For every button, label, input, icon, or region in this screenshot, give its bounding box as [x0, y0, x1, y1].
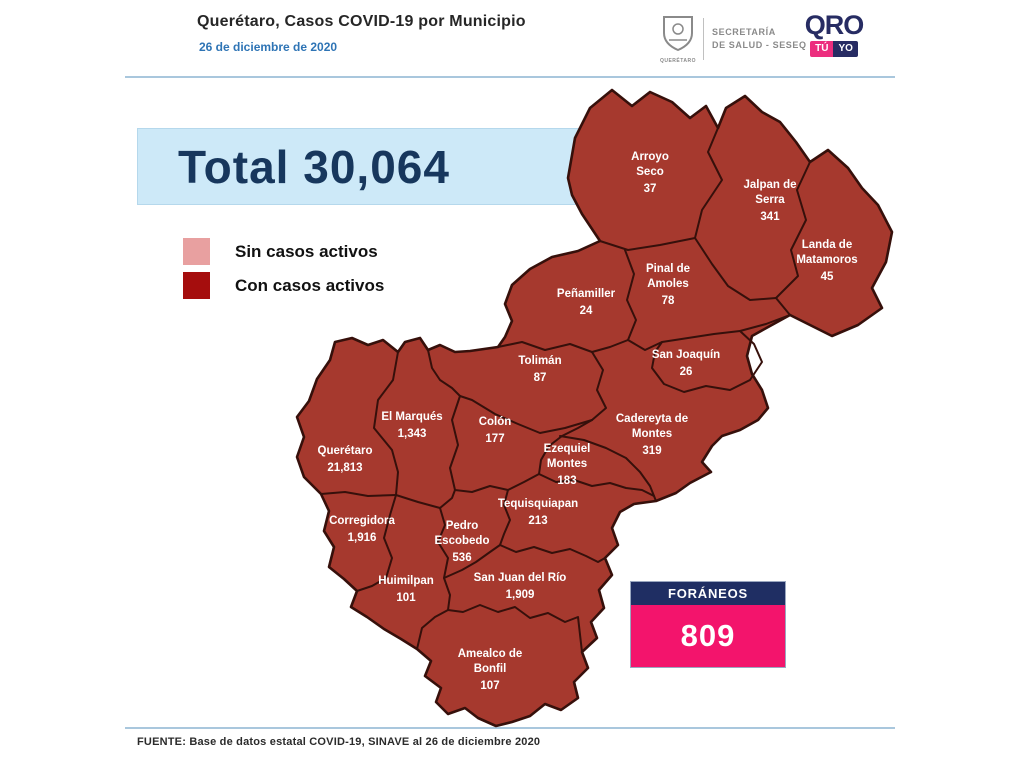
- municipality-value-arroyo-seco: 37: [644, 183, 657, 195]
- municipality-border: [499, 544, 606, 563]
- municipality-value-ezequiel-montes: 183: [557, 475, 576, 487]
- municipality-value-toliman: 87: [534, 372, 547, 384]
- tu-badge: TÚ: [810, 41, 834, 57]
- municipality-border: [627, 314, 791, 351]
- legend-swatch-sin-casos: [183, 238, 210, 265]
- report-date: 26 de diciembre de 2020: [199, 40, 338, 54]
- municipality-border: [538, 419, 593, 475]
- shield-caption: QUERÉTARO: [659, 58, 697, 64]
- qro-logo-text: QRO: [804, 10, 865, 40]
- municipality-value-cadereyta-de-montes: 319: [642, 445, 661, 457]
- municipality-border: [651, 330, 763, 393]
- secretary-label: SECRETARÍA DE SALUD - SESEQ: [712, 26, 807, 52]
- municipality-label-cadereyta-de-montes: Cadereyta de Montes 319: [616, 413, 688, 457]
- municipality-border: [320, 491, 397, 497]
- municipality-value-huimilpan: 101: [396, 592, 416, 604]
- municipality-border: [459, 395, 593, 434]
- municipality-border: [599, 237, 696, 251]
- municipality-label-toliman: Tolimán 87: [518, 355, 561, 384]
- municipality-border: [497, 341, 593, 353]
- municipality-border: [538, 473, 655, 497]
- legend-item-con-casos: Con casos activos: [183, 272, 384, 299]
- municipality-label-penamiller: Peñamiller 24: [557, 288, 616, 317]
- foraneos-title: FORÁNEOS: [631, 582, 785, 605]
- foraneos-box: FORÁNEOS 809: [630, 581, 786, 668]
- municipality-value-amealco-de-bonfil: 107: [480, 680, 499, 692]
- municipality-label-arroyo-seco: Arroyo Seco 37: [631, 151, 669, 195]
- municipality-border: [694, 127, 723, 239]
- municipality-border: [499, 489, 511, 546]
- municipality-border: [449, 395, 461, 491]
- header-divider-line: [125, 76, 895, 78]
- legend-label-sin-casos: Sin casos activos: [235, 241, 378, 261]
- qro-tu-yo-logo: QRO TÚ YO: [799, 12, 869, 57]
- municipality-label-ezequiel-montes: Ezequiel Montes 183: [544, 443, 591, 487]
- municipality-value-san-joaquin: 26: [680, 366, 693, 378]
- municipality-value-queretaro: 21,813: [327, 462, 362, 474]
- municipality-label-amealco-de-bonfil: Amealco de Bonfil 107: [458, 648, 523, 692]
- municipality-label-queretaro: Querétaro 21,813: [318, 445, 373, 474]
- legend-item-sin-casos: Sin casos activos: [183, 238, 384, 265]
- municipality-label-san-juan-del-rio: San Juan del Río 1,909: [474, 572, 567, 601]
- municipality-label-colon: Colón 177: [479, 416, 512, 445]
- municipality-border: [559, 435, 657, 502]
- municipality-label-jalpan-de-serra: Jalpan de Serra 341: [743, 179, 796, 223]
- foraneos-value: 809: [631, 605, 785, 667]
- municipality-value-el-marques: 1,343: [398, 428, 427, 440]
- municipality-label-huimilpan: Huimilpan 101: [378, 575, 434, 604]
- municipality-label-pinal-de-amoles: Pinal de Amoles 78: [646, 263, 690, 307]
- source-note: FUENTE: Base de datos estatal COVID-19, …: [137, 736, 541, 748]
- municipality-border: [356, 494, 397, 592]
- municipality-value-colon: 177: [485, 433, 504, 445]
- municipality-value-san-juan-del-rio: 1,909: [506, 589, 535, 601]
- municipality-border: [454, 473, 540, 493]
- municipality-value-corregidora: 1,916: [348, 532, 377, 544]
- legend: Sin casos activos Con casos activos: [183, 238, 384, 306]
- municipality-border: [373, 351, 399, 496]
- municipality-border: [443, 544, 501, 579]
- total-banner: Total 30,064: [137, 128, 610, 205]
- queretaro-shield-logo: QUERÉTARO: [656, 14, 700, 64]
- municipality-border: [591, 351, 607, 421]
- page-title: Querétaro, Casos COVID-19 por Municipio: [197, 13, 526, 30]
- tu-yo-badge: TÚ YO: [810, 41, 858, 57]
- footer-divider-line: [125, 727, 895, 729]
- municipality-label-pedro-escobedo: Pedro Escobedo 536: [435, 520, 490, 564]
- logo-divider: [703, 18, 704, 60]
- municipality-label-corregidora: Corregidora 1,916: [329, 515, 395, 544]
- yo-badge: YO: [833, 41, 858, 57]
- municipality-border: [427, 349, 461, 397]
- secretary-line2: DE SALUD - SESEQ: [712, 40, 807, 50]
- municipality-label-san-joaquin: San Joaquín 26: [652, 349, 720, 378]
- legend-swatch-con-casos: [183, 272, 210, 299]
- municipality-label-tequisquiapan: Tequisquiapan 213: [498, 498, 578, 527]
- municipality-value-penamiller: 24: [580, 305, 593, 317]
- municipality-value-pinal-de-amoles: 78: [662, 295, 675, 307]
- municipality-label-landa-de-matamoros: Landa de Matamoros 45: [796, 239, 857, 283]
- shield-icon: [661, 16, 695, 56]
- state-outline: [295, 88, 894, 728]
- municipality-border: [775, 161, 811, 299]
- legend-label-con-casos: Con casos activos: [235, 275, 385, 295]
- municipality-border: [775, 297, 791, 316]
- total-cases-value: Total 30,064: [178, 140, 450, 193]
- municipality-border: [624, 249, 637, 341]
- municipality-value-tequisquiapan: 213: [528, 515, 547, 527]
- municipality-border: [437, 507, 451, 611]
- municipality-border: [591, 339, 629, 353]
- municipality-label-el-marques: El Marqués 1,343: [381, 411, 442, 440]
- municipality-value-jalpan-de-serra: 341: [760, 211, 780, 223]
- municipality-border: [416, 604, 583, 653]
- municipality-border: [694, 237, 777, 301]
- municipality-value-landa-de-matamoros: 45: [821, 271, 834, 283]
- municipality-value-pedro-escobedo: 536: [452, 552, 471, 564]
- secretary-line1: SECRETARÍA: [712, 27, 776, 37]
